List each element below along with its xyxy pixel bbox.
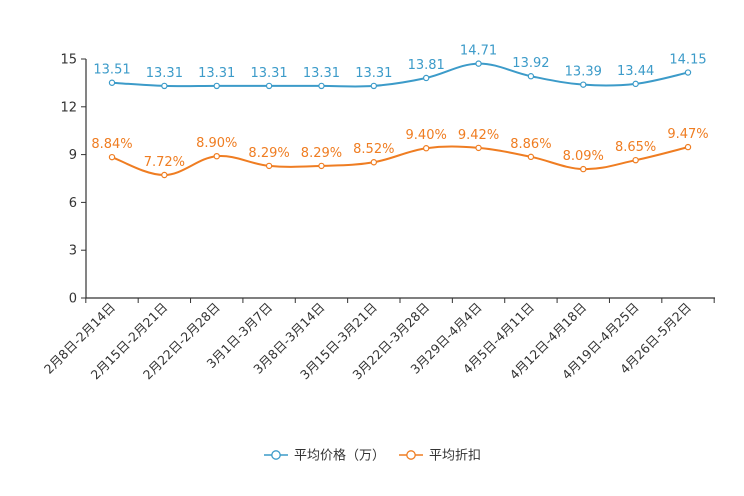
legend-label: 平均折扣 xyxy=(429,449,481,464)
data-label: 13.31 xyxy=(250,66,287,81)
data-label: 13.51 xyxy=(93,63,130,78)
x-axis-ticks: 2月8日-2月14日2月15日-2月21日2月22日-2月28日3月1日-3月7… xyxy=(41,298,715,382)
legend[interactable]: 平均价格（万） 平均折扣 xyxy=(264,448,481,464)
data-point xyxy=(318,82,325,90)
data-point xyxy=(213,152,220,160)
data-label: 9.42% xyxy=(458,128,499,143)
data-point xyxy=(580,81,587,88)
data-point xyxy=(265,162,273,170)
data-label: 8.29% xyxy=(301,146,342,161)
legend-marker-icon xyxy=(406,450,416,460)
data-point xyxy=(318,162,325,170)
data-point xyxy=(108,153,116,161)
data-point xyxy=(580,165,587,173)
data-label: 8.29% xyxy=(248,146,289,161)
data-point xyxy=(161,82,168,90)
y-tick-label: 15 xyxy=(60,53,77,68)
legend-label: 平均价格（万） xyxy=(294,448,385,464)
data-point xyxy=(684,143,692,151)
series-2: 8.84% 7.72% 8.90% 8.29% 8.29% 8.52% 9.40% 9.42%… xyxy=(91,127,709,179)
data-label: 14.15 xyxy=(669,53,706,68)
data-label: 13.31 xyxy=(146,66,183,81)
data-label: 8.86% xyxy=(510,137,551,152)
data-label: 7.72% xyxy=(144,155,185,170)
data-label: 13.31 xyxy=(355,66,392,81)
data-label: 8.09% xyxy=(563,149,604,164)
legend-marker-icon xyxy=(271,450,281,460)
y-tick-label: 6 xyxy=(69,196,77,211)
data-point xyxy=(632,80,639,88)
y-tick-label: 9 xyxy=(69,148,77,163)
series-1: 13.51 13.31 13.31 13.31 13.31 13.31 13.81 14.71… xyxy=(93,44,707,90)
data-point xyxy=(370,82,378,90)
data-label: 8.84% xyxy=(91,137,132,152)
data-point xyxy=(475,144,482,152)
data-label: 9.47% xyxy=(667,127,708,142)
data-point xyxy=(422,74,430,82)
data-label: 13.31 xyxy=(198,66,235,81)
data-point xyxy=(370,159,378,166)
data-point xyxy=(527,153,535,161)
y-axis-ticks: 0 3 6 9 12 15 xyxy=(60,53,86,307)
data-label: 13.92 xyxy=(512,56,549,71)
y-tick-label: 12 xyxy=(60,100,77,115)
data-point xyxy=(422,145,430,152)
series-line xyxy=(111,145,689,176)
data-point xyxy=(684,69,692,76)
legend-item-2[interactable]: 平均折扣 xyxy=(399,449,481,464)
y-tick-label: 3 xyxy=(69,244,77,259)
series-group: 13.51 13.31 13.31 13.31 13.31 13.31 13.81 14.71… xyxy=(91,44,709,179)
data-label: 8.65% xyxy=(615,140,656,155)
data-point xyxy=(632,156,639,164)
data-label: 8.52% xyxy=(353,142,394,157)
data-label: 13.44 xyxy=(617,64,654,79)
data-label: 9.40% xyxy=(406,128,447,143)
legend-item-1[interactable]: 平均价格（万） xyxy=(264,448,385,464)
axes xyxy=(85,59,715,299)
data-point xyxy=(265,82,273,90)
series-line xyxy=(111,62,689,88)
data-point xyxy=(475,60,482,67)
data-point xyxy=(161,171,168,179)
y-tick-label: 0 xyxy=(69,292,77,307)
data-label: 13.39 xyxy=(565,65,602,80)
data-point xyxy=(108,79,116,86)
data-point xyxy=(527,73,535,80)
data-label: 14.71 xyxy=(460,44,497,59)
data-label: 8.90% xyxy=(196,136,237,151)
data-label: 13.31 xyxy=(303,66,340,81)
data-label: 13.81 xyxy=(408,58,445,73)
data-point xyxy=(213,82,220,90)
